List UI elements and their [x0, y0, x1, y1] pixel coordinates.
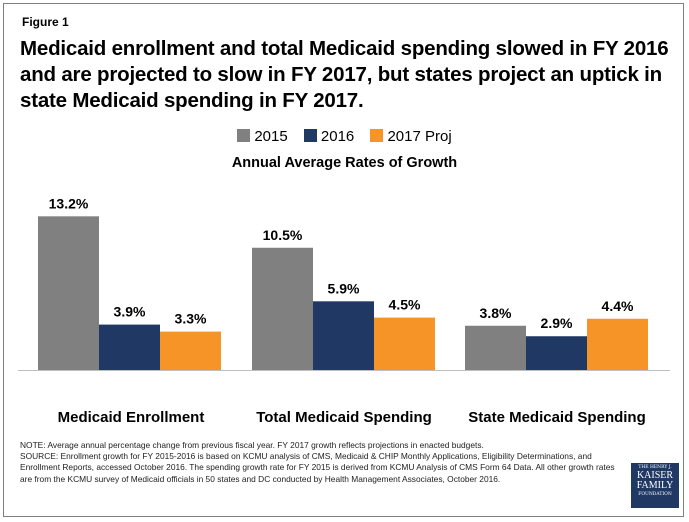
bar-2017-proj-2	[587, 318, 648, 370]
data-label-2017-proj-2: 4.4%	[602, 298, 634, 314]
note-text: NOTE: Average annual percentage change f…	[20, 440, 484, 450]
legend: 2015 2016 2017 Proj	[0, 128, 689, 146]
bar-2017-proj-1	[374, 317, 435, 370]
category-label-1: Total Medicaid Spending	[256, 409, 432, 426]
data-label-2016-2: 2.9%	[541, 315, 573, 331]
legend-item-2016: 2016	[303, 128, 355, 146]
bar-2016-1	[313, 301, 374, 370]
logo-line3: FAMILY	[636, 480, 674, 491]
category-label-2: State Medicaid Spending	[468, 409, 646, 426]
legend-item-2015: 2015	[237, 128, 288, 146]
bar-2016-2	[526, 336, 587, 370]
data-label-2015-1: 10.5%	[263, 227, 303, 243]
bar-chart: 13.2% 10.5% 3.8% 3.9% 5.9% 2.9% 3.3% 4.5% 4.4% Me…	[18, 195, 670, 426]
legend-swatch-2017-proj	[370, 129, 384, 142]
source-text: SOURCE: Enrollment growth for FY 2015-20…	[20, 451, 615, 484]
legend-label-2015: 2015	[254, 128, 288, 145]
legend-swatch-2016	[303, 129, 317, 142]
legend-item-2017-proj: 2017 Proj	[370, 128, 452, 146]
footnotes: NOTE: Average annual percentage change f…	[20, 440, 620, 485]
data-label-2017-proj-1: 4.5%	[389, 297, 421, 313]
logo-line1: THE HENRY J.	[638, 465, 672, 470]
data-label-2015-0: 13.2%	[49, 195, 89, 211]
bar-2016-0	[99, 324, 160, 370]
category-label-0: Medicaid Enrollment	[58, 409, 205, 426]
chart-subtitle: Annual Average Rates of Growth	[231, 155, 458, 171]
data-label-2015-2: 3.8%	[480, 305, 512, 321]
chart-title: Medicaid enrollment and total Medicaid s…	[20, 37, 669, 112]
kff-logo: THE HENRY J. KAISER FAMILY FOUNDATION	[631, 463, 679, 508]
legend-label-2017-proj: 2017 Proj	[387, 128, 452, 145]
bar-2017-proj-0	[160, 331, 221, 370]
data-label-2016-0: 3.9%	[114, 304, 146, 320]
figure-label: Figure 1	[22, 15, 69, 29]
logo-line2: KAISER	[636, 470, 674, 481]
logo-line4: FOUNDATION	[638, 492, 672, 497]
bar-2015-1	[252, 247, 313, 370]
legend-swatch-2015	[237, 129, 251, 142]
legend-label-2016: 2016	[320, 128, 355, 145]
figure-frame	[3, 3, 684, 517]
bar-2015-0	[38, 216, 99, 370]
bar-2015-2	[465, 325, 526, 370]
data-label-2016-1: 5.9%	[328, 280, 360, 296]
data-label-2017-proj-0: 3.3%	[175, 311, 207, 327]
